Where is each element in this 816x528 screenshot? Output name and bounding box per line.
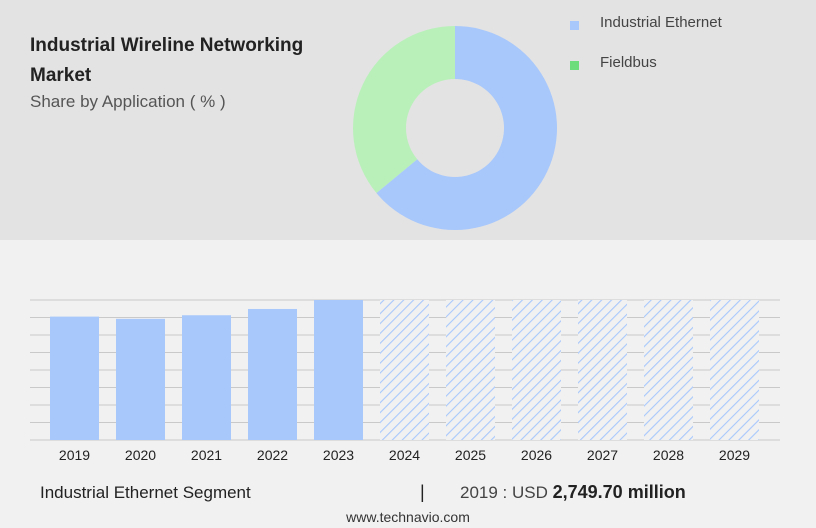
- legend-swatch-industrial-ethernet: [570, 21, 579, 30]
- x-tick-label-2023: 2023: [323, 447, 354, 463]
- x-tick-label-2021: 2021: [191, 447, 222, 463]
- x-tick-label-2027: 2027: [587, 447, 618, 463]
- segment-value: 2019 : USD 2,749.70 million: [460, 482, 686, 503]
- legend-label-fieldbus: Fieldbus: [600, 54, 657, 71]
- segment-year-label: 2019 : USD: [460, 483, 548, 502]
- x-tick-label-2022: 2022: [257, 447, 288, 463]
- x-tick-label-2026: 2026: [521, 447, 552, 463]
- bar-2021: [182, 315, 231, 440]
- x-tick-label-2029: 2029: [719, 447, 750, 463]
- footer-divider: |: [420, 482, 425, 502]
- legend-swatch-fieldbus: [570, 61, 579, 70]
- x-tick-label-2019: 2019: [59, 447, 90, 463]
- legend-label-industrial-ethernet: Industrial Ethernet: [600, 14, 722, 31]
- segment-label: Industrial Ethernet Segment: [40, 483, 251, 502]
- slice-fieldbus: [352, 26, 455, 194]
- x-tick-label-2028: 2028: [653, 447, 684, 463]
- x-tick-label-2024: 2024: [389, 447, 420, 463]
- x-tick-label-2025: 2025: [455, 447, 486, 463]
- chart-title: Industrial Wireline Networking Market: [30, 35, 304, 86]
- bar-2019: [50, 316, 99, 440]
- bar-2022: [248, 308, 297, 440]
- forecast-bar-2029: [710, 300, 759, 440]
- forecast-bar-2026: [512, 300, 561, 440]
- forecast-bar-2025: [446, 300, 495, 440]
- chart-subtitle: Share by Application ( % ): [30, 92, 226, 111]
- forecast-bar-2024: [380, 300, 429, 440]
- x-tick-label-2020: 2020: [125, 447, 156, 463]
- slice-industrial-ethernet: [376, 26, 558, 231]
- bar-2023: [314, 300, 363, 440]
- source-link[interactable]: www.technavio.com: [346, 509, 470, 525]
- bar-2020: [116, 318, 165, 440]
- forecast-bar-2028: [644, 300, 693, 440]
- donut-chart: [352, 26, 558, 231]
- segment-value-amount: 2,749.70 million: [552, 482, 686, 502]
- forecast-bar-2027: [578, 300, 627, 440]
